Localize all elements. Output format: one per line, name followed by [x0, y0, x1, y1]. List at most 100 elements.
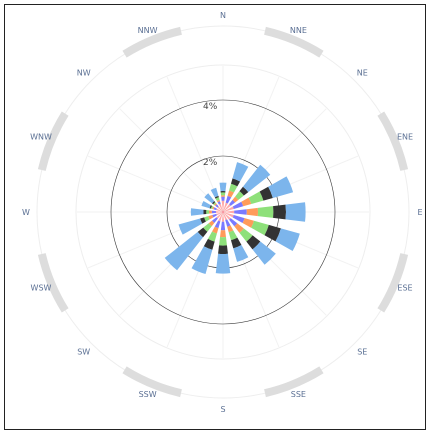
bar-segment — [225, 219, 231, 227]
bar-segment — [232, 162, 249, 182]
bar-segment — [209, 210, 212, 214]
bar-segment — [275, 228, 300, 251]
direction-label: E — [417, 208, 422, 217]
bar-segment — [227, 225, 234, 233]
bar-segment — [216, 211, 222, 213]
bar-segment — [200, 217, 206, 224]
bar-segment — [223, 210, 224, 212]
bar-segment — [232, 196, 239, 203]
bar-segment — [248, 191, 264, 205]
bar-segment — [217, 206, 223, 212]
outer-band-segment — [37, 253, 69, 313]
bar-segment — [224, 206, 234, 212]
bar-segment — [223, 210, 225, 212]
bar-segment — [233, 244, 249, 262]
bar-segment — [223, 204, 231, 212]
bar-segment — [239, 228, 253, 242]
bar-segment — [222, 210, 223, 212]
radial-gridline — [87, 155, 224, 213]
outer-band-segment — [264, 366, 324, 398]
bar-segment — [191, 246, 213, 274]
bar-segment — [220, 191, 226, 193]
bar-segment — [219, 237, 227, 246]
direction-label: SE — [357, 347, 367, 356]
chart-frame: 2% 4% N NNE NE ENE E ESE SE SSE S SSW SW WSW W WNW NW NNW — [4, 4, 426, 430]
bar-segment — [220, 230, 226, 238]
bar-segment — [223, 202, 228, 211]
bar-segment — [220, 221, 226, 231]
bar-segment — [213, 202, 217, 206]
bar-segment — [235, 191, 244, 200]
bar-segment — [209, 205, 213, 209]
bar-segment — [229, 183, 238, 193]
bar-segment — [204, 193, 215, 204]
bar-segment — [221, 196, 225, 201]
bar-segment — [234, 209, 247, 215]
bar-segment — [234, 223, 244, 233]
direction-label: WSW — [31, 283, 52, 292]
radial-gridline — [119, 108, 224, 213]
direction-label: NNE — [290, 26, 307, 35]
bar-segment — [164, 231, 204, 271]
outer-band-segment — [122, 366, 182, 398]
bar-segment — [178, 218, 203, 235]
direction-label: W — [22, 208, 30, 217]
bar-segment — [228, 230, 238, 241]
bar-segment — [214, 220, 221, 229]
bar-segment — [246, 207, 258, 217]
bar-segment — [264, 224, 281, 242]
direction-label: ENE — [397, 133, 413, 142]
bar-segment — [206, 210, 210, 214]
outer-band-segment — [264, 26, 324, 58]
direction-label: NNW — [138, 26, 158, 35]
direction-label: NE — [357, 69, 368, 78]
bar-segment — [242, 218, 254, 228]
bar-segment — [215, 253, 231, 274]
direction-label: SSE — [291, 390, 306, 399]
bar-segment — [217, 201, 221, 205]
bar-segment — [221, 195, 225, 197]
outer-ring — [36, 25, 410, 399]
bar-segment — [222, 212, 223, 214]
bar-segment — [212, 213, 217, 218]
outer-band-segment — [377, 111, 409, 171]
bar-segment — [212, 217, 218, 223]
bar-segment — [218, 203, 223, 211]
bar-segment — [212, 201, 216, 205]
bar-segment — [216, 212, 222, 216]
direction-label: ESE — [397, 283, 412, 292]
wind-rose-chart: 2% 4% N NNE NE ENE E ESE SE SSE S SSW SW WSW W WNW NW NNW — [22, 11, 422, 414]
bar-segment — [218, 245, 228, 254]
bar-segment — [230, 178, 241, 187]
bar-segment — [215, 204, 219, 208]
direction-label: N — [220, 11, 226, 20]
bar-segment — [232, 215, 245, 223]
bar-segment — [210, 205, 214, 209]
radial-tick-label: 2% — [203, 158, 218, 168]
bar-segment — [242, 164, 271, 193]
bar-segment — [219, 182, 227, 192]
bar-segment — [214, 195, 219, 199]
bar-segment — [223, 211, 225, 212]
bar-segment — [241, 197, 252, 207]
direction-label: S — [220, 405, 225, 414]
direction-label: WNW — [30, 133, 52, 142]
direction-label: NW — [77, 69, 91, 78]
bar-segment — [221, 212, 223, 213]
bar-segment — [208, 215, 214, 220]
bar-segment — [232, 201, 244, 209]
bar-segment — [223, 212, 225, 214]
bar-segment — [215, 197, 220, 202]
bar-segment — [213, 207, 217, 211]
bar-segment — [221, 211, 223, 212]
bar-segment — [203, 238, 215, 250]
bar-segment — [259, 186, 273, 201]
bar-segment — [190, 208, 204, 216]
bar-segment — [211, 210, 217, 214]
bar-segment — [203, 209, 207, 215]
bar-segment — [223, 212, 224, 214]
bar-segment — [273, 204, 287, 220]
bar-segment — [239, 186, 249, 196]
bar-segment — [221, 213, 225, 222]
radial-grid-circle — [110, 99, 336, 325]
